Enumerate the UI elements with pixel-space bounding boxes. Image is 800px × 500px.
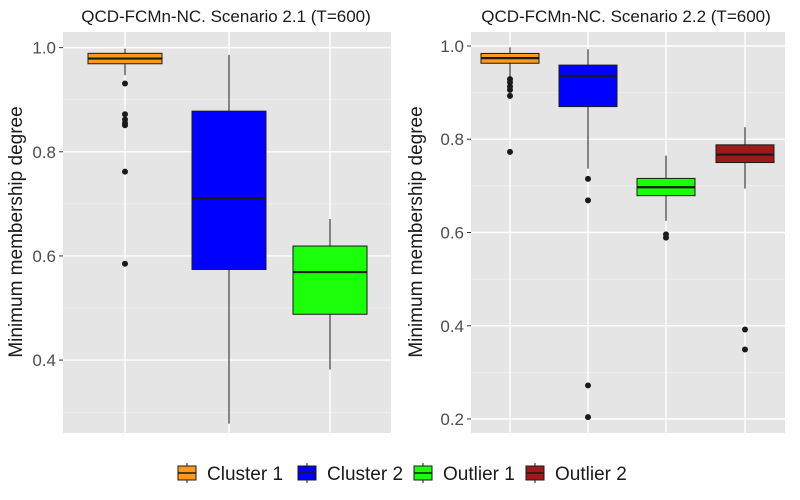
- y-tick-label: 0.4: [440, 317, 464, 336]
- outlier-point: [742, 326, 748, 333]
- y-axis-title-right: Minimum membership degree: [406, 106, 427, 357]
- outlier-point: [507, 92, 513, 99]
- panel-title-right: QCD-FCMn-NC. Scenario 2.2 (T=600): [481, 7, 771, 26]
- y-tick-label: 0.2: [440, 410, 464, 429]
- y-tick-label: 0.6: [32, 247, 56, 266]
- outlier-point: [507, 86, 513, 93]
- box-iqr: [292, 245, 368, 315]
- panel-right: QCD-FCMn-NC. Scenario 2.2 (T=600) 0.2 0.4…: [406, 7, 785, 433]
- legend-item-cluster-2: Cluster 2: [297, 463, 403, 485]
- y-tick-label: 1.0: [32, 39, 56, 58]
- legend-label: Cluster 1: [207, 464, 283, 485]
- y-axis-title-left: Minimum membership degree: [6, 106, 27, 357]
- outlier-point: [742, 346, 748, 353]
- outlier-point: [122, 260, 128, 267]
- box-outlier-2: [715, 127, 775, 353]
- box-iqr: [558, 64, 618, 108]
- legend-item-cluster-1: Cluster 1: [177, 463, 283, 485]
- outlier-point: [663, 234, 669, 241]
- outlier-point: [507, 79, 513, 86]
- outlier-point: [585, 197, 591, 204]
- legend-label: Outlier 2: [555, 464, 627, 485]
- outlier-point: [507, 148, 513, 155]
- box-cluster-1: [480, 47, 540, 155]
- y-axis-left: 0.4 0.6 0.8 1.0: [32, 39, 63, 370]
- legend-item-outlier-2: Outlier 2: [525, 463, 627, 485]
- outlier-point: [122, 122, 128, 129]
- panel-title-left: QCD-FCMn-NC. Scenario 2.1 (T=600): [81, 7, 371, 26]
- y-tick-label: 1.0: [440, 37, 464, 56]
- box-cluster-2: [191, 54, 267, 424]
- box-cluster-2: [558, 49, 618, 421]
- boxes-right: [480, 47, 775, 421]
- box-cluster-1: [87, 48, 163, 267]
- outlier-point: [585, 382, 591, 389]
- panel-left: QCD-FCMn-NC. Scenario 2.1 (T=600) 0.4 0.6…: [6, 7, 391, 433]
- legend-item-outlier-1: Outlier 1: [413, 463, 515, 485]
- outlier-point: [122, 168, 128, 175]
- legend-label: Outlier 1: [443, 464, 515, 485]
- y-axis-right: 0.2 0.4 0.6 0.8 1.0: [440, 37, 471, 429]
- y-tick-label: 0.6: [440, 224, 464, 243]
- outlier-point: [585, 414, 591, 421]
- outlier-point: [122, 111, 128, 118]
- boxes-left: [87, 48, 368, 424]
- y-tick-label: 0.4: [32, 351, 56, 370]
- box-outlier-1: [292, 218, 368, 370]
- y-tick-label: 0.8: [32, 143, 56, 162]
- box-outlier-1: [636, 155, 696, 241]
- legend-label: Cluster 2: [327, 464, 403, 485]
- box-iqr: [191, 110, 267, 270]
- legend: Cluster 1 Cluster 2 Outlier 1 Outlier 2: [177, 463, 627, 485]
- outlier-point: [122, 80, 128, 87]
- y-tick-label: 0.8: [440, 130, 464, 149]
- outlier-point: [585, 175, 591, 182]
